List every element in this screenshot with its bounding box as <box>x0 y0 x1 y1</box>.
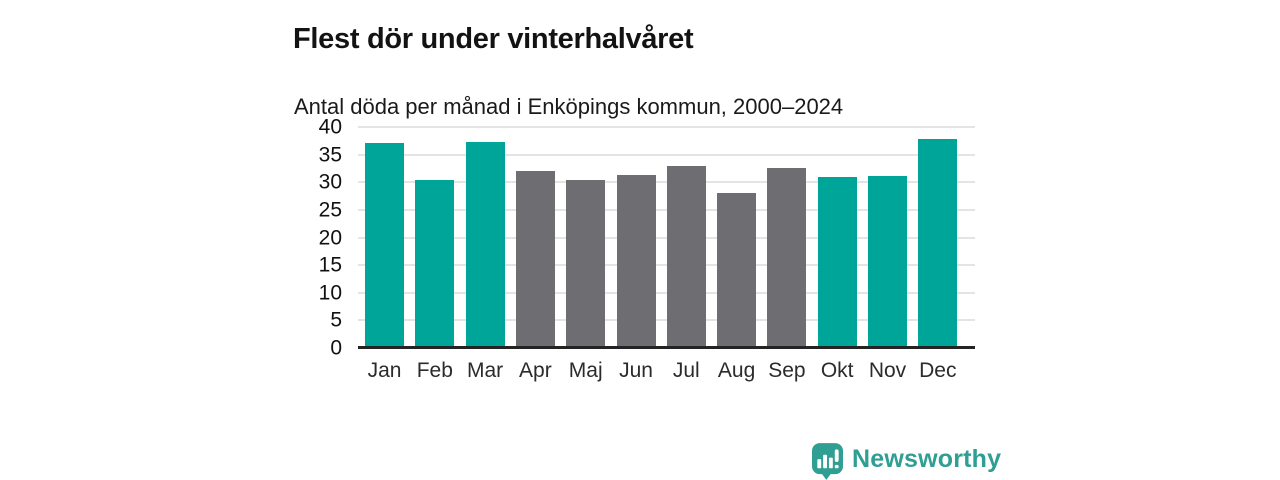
newsworthy-logo-text: Newsworthy <box>852 445 1002 473</box>
gridline-20 <box>358 236 975 239</box>
chart-subtitle: Antal döda per månad i Enköpings kommun,… <box>294 94 844 119</box>
bar-jun <box>616 175 656 348</box>
newsworthy-logo: Newsworthy <box>812 443 1001 480</box>
gridline-35 <box>358 153 975 156</box>
bar-chart-speech-bubble-icon <box>812 443 843 480</box>
bar-dec <box>918 139 958 348</box>
gridline-25 <box>358 208 975 211</box>
bar-jan <box>365 143 404 348</box>
bar-sep <box>767 168 807 348</box>
y-tick-label-35: 35 <box>318 143 342 167</box>
y-tick-label-0: 0 <box>330 336 342 360</box>
x-tick-label-okt: Okt <box>820 359 854 382</box>
bar-aug <box>717 192 757 348</box>
bar-feb <box>415 179 455 348</box>
y-tick-label-25: 25 <box>318 198 342 222</box>
x-tick-label-nov: Nov <box>868 359 907 382</box>
x-tick-label-mar: Mar <box>467 359 504 382</box>
bar-mar <box>465 141 505 348</box>
gridline-40 <box>358 126 975 128</box>
gridline-5 <box>358 319 975 322</box>
y-tick-label-40: 40 <box>318 115 342 139</box>
y-tick-label-20: 20 <box>318 226 342 249</box>
x-tick-label-jun: Jun <box>619 359 653 382</box>
y-tick-label-30: 30 <box>318 170 342 194</box>
x-tick-label-feb: Feb <box>416 359 453 382</box>
bar-maj <box>566 179 606 348</box>
bar-apr <box>515 170 555 348</box>
x-tick-label-sep: Sep <box>768 359 806 382</box>
gridline-10 <box>358 291 975 294</box>
gridline-15 <box>358 264 975 267</box>
y-axis-labels: 0 5 10 15 20 25 30 35 40 <box>270 117 350 359</box>
plot-area: Jan Feb Mar Apr Maj Jun Jul Aug Sep Okt Nov Dec <box>358 126 975 382</box>
x-axis-line <box>358 346 975 349</box>
x-tick-label-aug: Aug <box>717 359 756 382</box>
x-tick-label-maj: Maj <box>568 359 603 382</box>
bar-nov <box>868 175 907 348</box>
bar-okt <box>817 176 857 348</box>
y-tick-label-5: 5 <box>330 308 342 332</box>
x-tick-label-jul: Jul <box>672 359 700 382</box>
y-tick-label-15: 15 <box>318 253 342 277</box>
gridline-30 <box>358 181 975 184</box>
bar-jul <box>666 166 706 348</box>
y-tick-label-10: 10 <box>318 281 342 305</box>
chart-title: Flest dör under vinterhalvåret <box>293 23 694 56</box>
x-tick-label-dec: Dec <box>919 359 957 382</box>
x-tick-label-apr: Apr <box>519 359 552 382</box>
x-tick-label-jan: Jan <box>367 359 402 382</box>
